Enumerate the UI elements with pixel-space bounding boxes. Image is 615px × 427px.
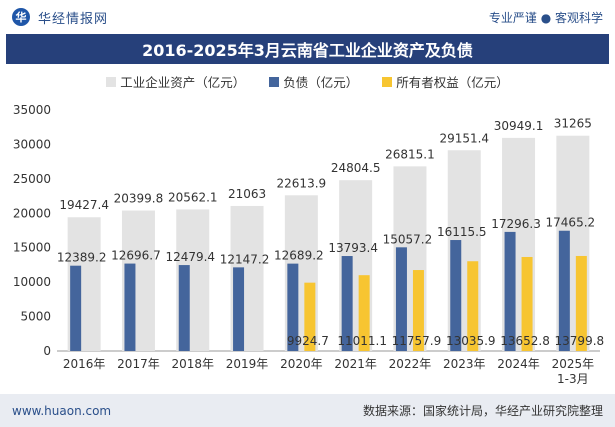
y-tick-label-5: 25000 — [13, 172, 51, 186]
bar-debt-2 — [178, 265, 190, 351]
tagline: 专业严谨 ● 客观科学 — [488, 10, 603, 25]
chart-title-bar: 2016-2025年3月云南省工业企业资产及负债 — [6, 34, 609, 64]
label-equity-9: 13799.8 — [555, 334, 605, 348]
label-equity-8: 13652.8 — [500, 334, 550, 348]
x-tick-label-5: 2021年 — [334, 357, 377, 371]
bar-debt-0 — [70, 265, 82, 351]
label-assets-0: 19427.4 — [59, 198, 109, 212]
bar-debt-1 — [124, 263, 136, 351]
label-debt-9: 17465.2 — [546, 216, 596, 230]
legend-item-0: 工业企业资产（亿元） — [106, 72, 245, 91]
brand-logo-icon: 华 — [12, 8, 30, 26]
label-equity-5: 11011.1 — [337, 334, 387, 348]
legend-swatch-2 — [382, 76, 393, 87]
label-assets-9: 31265 — [554, 117, 592, 131]
bar-equity-6 — [412, 270, 424, 351]
label-assets-3: 21063 — [228, 187, 266, 201]
bar-debt-9 — [558, 230, 570, 351]
x-tick-label-0: 2016年 — [63, 357, 106, 371]
bar-chart: 0 5000 10000 15000 20000 25000 30000 35000 19427… — [13, 103, 605, 386]
label-debt-5: 13793.4 — [328, 241, 378, 255]
brand: 华 华经情报网 — [12, 8, 108, 27]
label-debt-2: 12479.4 — [165, 250, 215, 264]
label-assets-8: 30949.1 — [494, 119, 544, 133]
footer-bar: www.huaon.com 数据来源：国家统计局，华经产业研究院整理 — [0, 394, 615, 427]
legend-swatch-1 — [269, 76, 280, 87]
legend-label-2: 所有者权益（亿元） — [396, 75, 509, 90]
label-debt-1: 12696.7 — [111, 249, 161, 263]
bar-debt-4 — [287, 263, 299, 351]
legend-item-1: 负债（亿元） — [269, 72, 358, 91]
legend-item-2: 所有者权益（亿元） — [382, 72, 509, 91]
y-tick-label-6: 30000 — [13, 137, 51, 151]
bar-debt-7 — [450, 240, 462, 351]
y-tick-label-0: 0 — [43, 344, 51, 358]
label-debt-8: 17296.3 — [491, 217, 541, 231]
y-tick-label-3: 15000 — [13, 241, 51, 255]
label-assets-2: 20562.1 — [168, 190, 218, 204]
y-tick-label-1: 5000 — [20, 310, 51, 324]
legend-swatch-0 — [106, 76, 117, 87]
footer-website: www.huaon.com — [12, 403, 112, 418]
label-equity-6: 11757.9 — [392, 334, 442, 348]
footer-source: 数据来源：国家统计局，华经产业研究院整理 — [362, 404, 603, 418]
y-tick-label-4: 20000 — [13, 206, 51, 220]
bar-equity-4 — [304, 282, 316, 351]
label-assets-5: 24804.5 — [331, 161, 381, 175]
x-tick-label-6: 2022年 — [389, 357, 432, 371]
legend-label-0: 工业企业资产（亿元） — [120, 75, 246, 90]
label-debt-0: 12389.2 — [57, 251, 107, 265]
label-debt-3: 12147.2 — [220, 252, 270, 266]
chart-legend: 工业企业资产（亿元） 负债（亿元） 所有者权益（亿元） — [0, 72, 615, 91]
label-equity-4: 9924.7 — [287, 334, 329, 348]
y-tick-label-7: 35000 — [13, 103, 51, 117]
legend-label-1: 负债（亿元） — [283, 75, 359, 90]
bar-debt-5 — [341, 256, 353, 351]
x-tick-label-4: 2020年 — [280, 357, 323, 371]
bar-debt-3 — [233, 267, 245, 351]
label-debt-4: 12689.2 — [274, 249, 324, 263]
bar-equity-7 — [467, 261, 479, 351]
chart-title: 2016-2025年3月云南省工业企业资产及负债 — [142, 41, 473, 60]
x-tick-label-1: 2017年 — [117, 357, 160, 371]
x-tick-label-2: 2018年 — [171, 357, 214, 371]
x-tick-label-7: 2023年 — [443, 357, 486, 371]
bar-debt-8 — [504, 231, 516, 351]
bar-debt-6 — [395, 247, 407, 351]
label-assets-1: 20399.8 — [114, 192, 164, 206]
x-tick-label-9: 2025年 1-3月 — [552, 357, 595, 386]
bar-equity-8 — [521, 256, 533, 351]
x-tick-label-3: 2019年 — [226, 357, 269, 371]
x-tick-label-8: 2024年 — [497, 357, 540, 371]
label-assets-7: 29151.4 — [439, 131, 489, 145]
bar-equity-9 — [575, 255, 587, 351]
y-tick-label-2: 10000 — [13, 275, 51, 289]
label-debt-7: 16115.5 — [437, 225, 487, 239]
label-equity-7: 13035.9 — [446, 334, 496, 348]
label-assets-6: 26815.1 — [385, 147, 435, 161]
label-debt-6: 15057.2 — [383, 232, 433, 246]
label-assets-4: 22613.9 — [277, 176, 327, 190]
bar-equity-5 — [358, 275, 370, 351]
brand-name: 华经情报网 — [38, 11, 109, 27]
top-bar: 华 华经情报网 专业严谨 ● 客观科学 — [0, 0, 615, 34]
